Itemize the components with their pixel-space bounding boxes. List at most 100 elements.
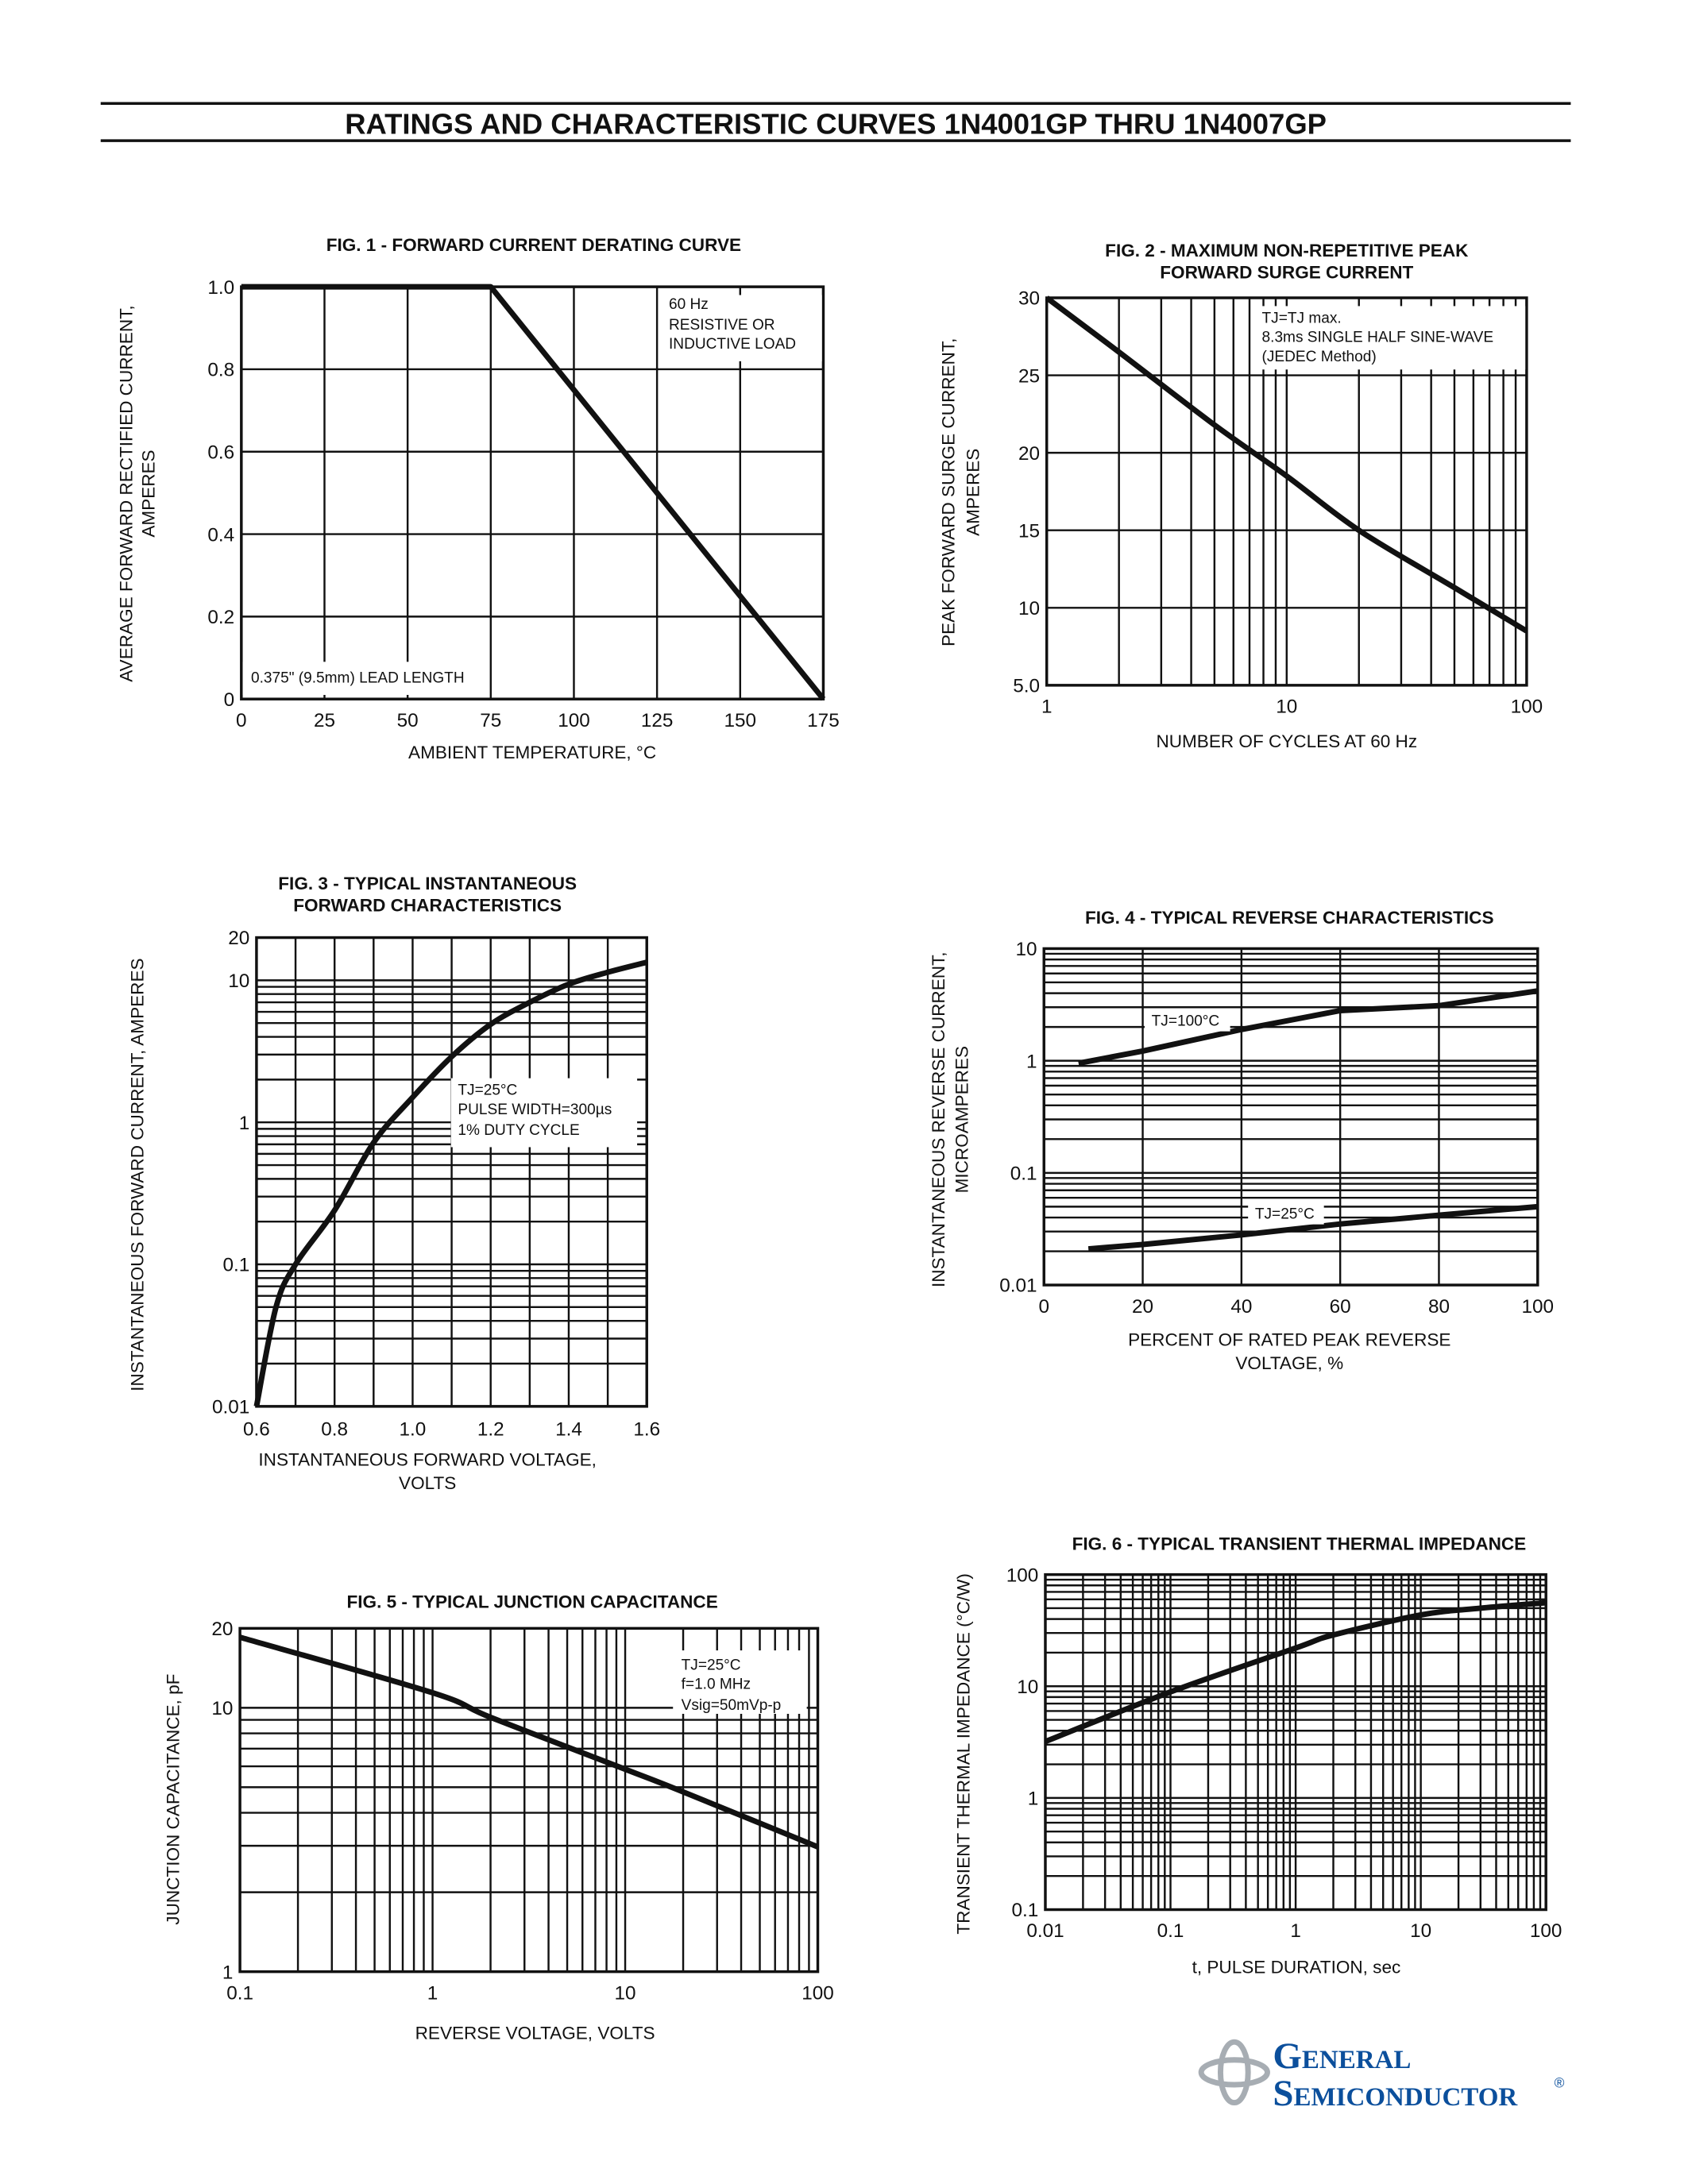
y-tick-label: 1 bbox=[222, 1962, 234, 1983]
page-title: RATINGS AND CHARACTERISTIC CURVES 1N4001… bbox=[345, 107, 1327, 140]
x-tick-label: 1 bbox=[1290, 1920, 1301, 1942]
logo-line-2: Semiconductor bbox=[1273, 2073, 1518, 2114]
figure-3: TJ=25°C PULSE WIDTH=300µs 1% DUTY CYCLE 0.6… bbox=[128, 874, 661, 1493]
annotation-background bbox=[1252, 306, 1526, 370]
x-tick-label: 0 bbox=[236, 710, 247, 731]
y-axis-label: MICROAMPERES bbox=[952, 1046, 972, 1193]
figure-1: 60 Hz RESISTIVE OR INDUCTIVE LOAD 0.375" (9… bbox=[117, 235, 840, 762]
x-tick-label: 1.2 bbox=[477, 1418, 504, 1440]
logo-emblem-icon bbox=[1198, 2039, 1270, 2106]
y-tick-label: 10 bbox=[211, 1698, 233, 1719]
plot-frame bbox=[1044, 1572, 1547, 1912]
series-line bbox=[1044, 1599, 1547, 1745]
annotation-background bbox=[242, 662, 490, 695]
annotation: 0.375" (9.5mm) LEAD LENGTH bbox=[242, 662, 490, 695]
x-tick-label: 1.4 bbox=[555, 1418, 582, 1440]
x-tick-label: 1.0 bbox=[400, 1418, 427, 1440]
x-axis-label: PERCENT OF RATED PEAK REVERSE bbox=[1128, 1329, 1450, 1349]
series-line bbox=[241, 284, 826, 701]
y-tick-label: 0.1 bbox=[222, 1255, 249, 1276]
annotation: 60 Hz RESISTIVE OR INDUCTIVE LOAD bbox=[662, 295, 822, 361]
annotation-text: 8.3ms SINGLE HALF SINE-WAVE bbox=[1262, 330, 1494, 346]
annotation-text: (JEDEC Method) bbox=[1262, 349, 1377, 365]
logo-registered-mark: ® bbox=[1555, 2074, 1565, 2090]
plot-frame bbox=[240, 285, 825, 700]
y-tick-label: 0.01 bbox=[999, 1275, 1037, 1297]
x-tick-label: 0 bbox=[1038, 1296, 1049, 1318]
y-axis-label: AMPERES bbox=[964, 449, 983, 536]
x-tick-label: 60 bbox=[1330, 1296, 1351, 1318]
grid bbox=[1044, 1573, 1547, 1911]
figure-title: FIG. 5 - TYPICAL JUNCTION CAPACITANCE bbox=[347, 1592, 718, 1611]
x-tick-label: 40 bbox=[1230, 1296, 1252, 1318]
y-tick-label: 10 bbox=[228, 970, 249, 992]
x-tick-label: 10 bbox=[1276, 696, 1297, 718]
annotation-text: INDUCTIVE LOAD bbox=[669, 336, 796, 353]
annotation-text: f=1.0 MHz bbox=[682, 1677, 751, 1693]
figure-title: FIG. 3 - TYPICAL INSTANTANEOUS bbox=[278, 874, 577, 893]
y-tick-label: 0.1 bbox=[1012, 1900, 1039, 1921]
y-tick-label: 0.6 bbox=[207, 442, 234, 463]
figure-title: FORWARD SURGE CURRENT bbox=[1160, 263, 1413, 283]
y-tick-label: 20 bbox=[1018, 443, 1040, 465]
figure-title: FIG. 1 - FORWARD CURRENT DERATING CURVE bbox=[326, 235, 741, 255]
plot-frame bbox=[238, 1626, 820, 1974]
y-tick-label: 0.1 bbox=[1010, 1163, 1037, 1185]
y-tick-label: 1 bbox=[239, 1113, 250, 1134]
x-tick-label: 75 bbox=[480, 710, 501, 731]
y-axis-label: AMPERES bbox=[138, 450, 158, 537]
x-tick-label: 100 bbox=[558, 710, 590, 731]
annotation: TJ=TJ max. 8.3ms SINGLE HALF SINE-WAVE (JE… bbox=[1252, 306, 1526, 370]
y-tick-label: 1 bbox=[1026, 1051, 1037, 1072]
x-axis-label: VOLTAGE, % bbox=[1235, 1353, 1343, 1373]
annotation-text: Vsig=50mVp-p bbox=[682, 1697, 782, 1714]
annotation-text: TJ=25°C bbox=[682, 1657, 741, 1673]
x-tick-label: 20 bbox=[1132, 1296, 1153, 1318]
y-axis-label: AVERAGE FORWARD RECTIFIED CURRENT, bbox=[117, 305, 137, 681]
x-tick-label: 50 bbox=[397, 710, 419, 731]
annotation-text: 1% DUTY CYCLE bbox=[458, 1122, 579, 1139]
annotation-text: TJ=TJ max. bbox=[1262, 310, 1342, 326]
x-tick-label: 100 bbox=[1521, 1296, 1554, 1318]
y-axis-label: INSTANTANEOUS FORWARD CURRENT, AMPERES bbox=[128, 958, 148, 1391]
series-label-background bbox=[1248, 1202, 1324, 1225]
company-logo: General Semiconductor ® bbox=[1198, 2035, 1565, 2114]
y-tick-label: 0 bbox=[224, 689, 235, 711]
x-axis-label: t, PULSE DURATION, sec bbox=[1192, 1957, 1401, 1977]
annotation-text: 60 Hz bbox=[669, 296, 709, 313]
annotation-background bbox=[662, 295, 822, 361]
y-tick-label: 15 bbox=[1018, 520, 1040, 542]
plot-frame bbox=[255, 936, 648, 1408]
plot-frame bbox=[1042, 947, 1539, 1287]
figure-title: FIG. 2 - MAXIMUM NON-REPETITIVE PEAK bbox=[1105, 241, 1469, 260]
y-axis-label: PEAK FORWARD SURGE CURRENT, bbox=[938, 338, 958, 646]
grid bbox=[255, 936, 648, 1408]
x-tick-label: 80 bbox=[1428, 1296, 1450, 1318]
y-tick-label: 100 bbox=[1006, 1565, 1039, 1586]
x-tick-label: 0.1 bbox=[1157, 1920, 1184, 1942]
x-axis-label: AMBIENT TEMPERATURE, °C bbox=[408, 743, 656, 762]
x-axis-label: REVERSE VOLTAGE, VOLTS bbox=[415, 2024, 655, 2043]
y-tick-label: 0.01 bbox=[212, 1397, 249, 1418]
annotation: TJ=25°C f=1.0 MHz Vsig=50mVp-p bbox=[673, 1650, 807, 1714]
annotation-text: 0.375" (9.5mm) LEAD LENGTH bbox=[251, 669, 465, 686]
x-tick-label: 175 bbox=[807, 710, 840, 731]
x-tick-label: 100 bbox=[1511, 696, 1543, 718]
figure-title: FIG. 6 - TYPICAL TRANSIENT THERMAL IMPED… bbox=[1072, 1534, 1527, 1553]
y-tick-label: 20 bbox=[211, 1619, 233, 1640]
series-line bbox=[1045, 295, 1528, 634]
figure-title: FORWARD CHARACTERISTICS bbox=[293, 896, 562, 916]
y-tick-label: 10 bbox=[1016, 939, 1037, 960]
x-tick-label: 1 bbox=[1041, 696, 1053, 718]
y-tick-label: 0.8 bbox=[207, 360, 234, 381]
figure-title: FIG. 4 - TYPICAL REVERSE CHARACTERISTICS bbox=[1085, 908, 1493, 928]
annotation-background bbox=[673, 1650, 807, 1714]
y-axis-label: TRANSIENT THERMAL IMPEDANCE (°C/W) bbox=[953, 1573, 973, 1935]
x-axis-label: VOLTS bbox=[399, 1473, 456, 1493]
grid bbox=[1043, 947, 1539, 1287]
annotation: TJ=25°C PULSE WIDTH=300µs 1% DUTY CYCLE bbox=[450, 1078, 638, 1148]
annotation-background bbox=[450, 1078, 638, 1148]
